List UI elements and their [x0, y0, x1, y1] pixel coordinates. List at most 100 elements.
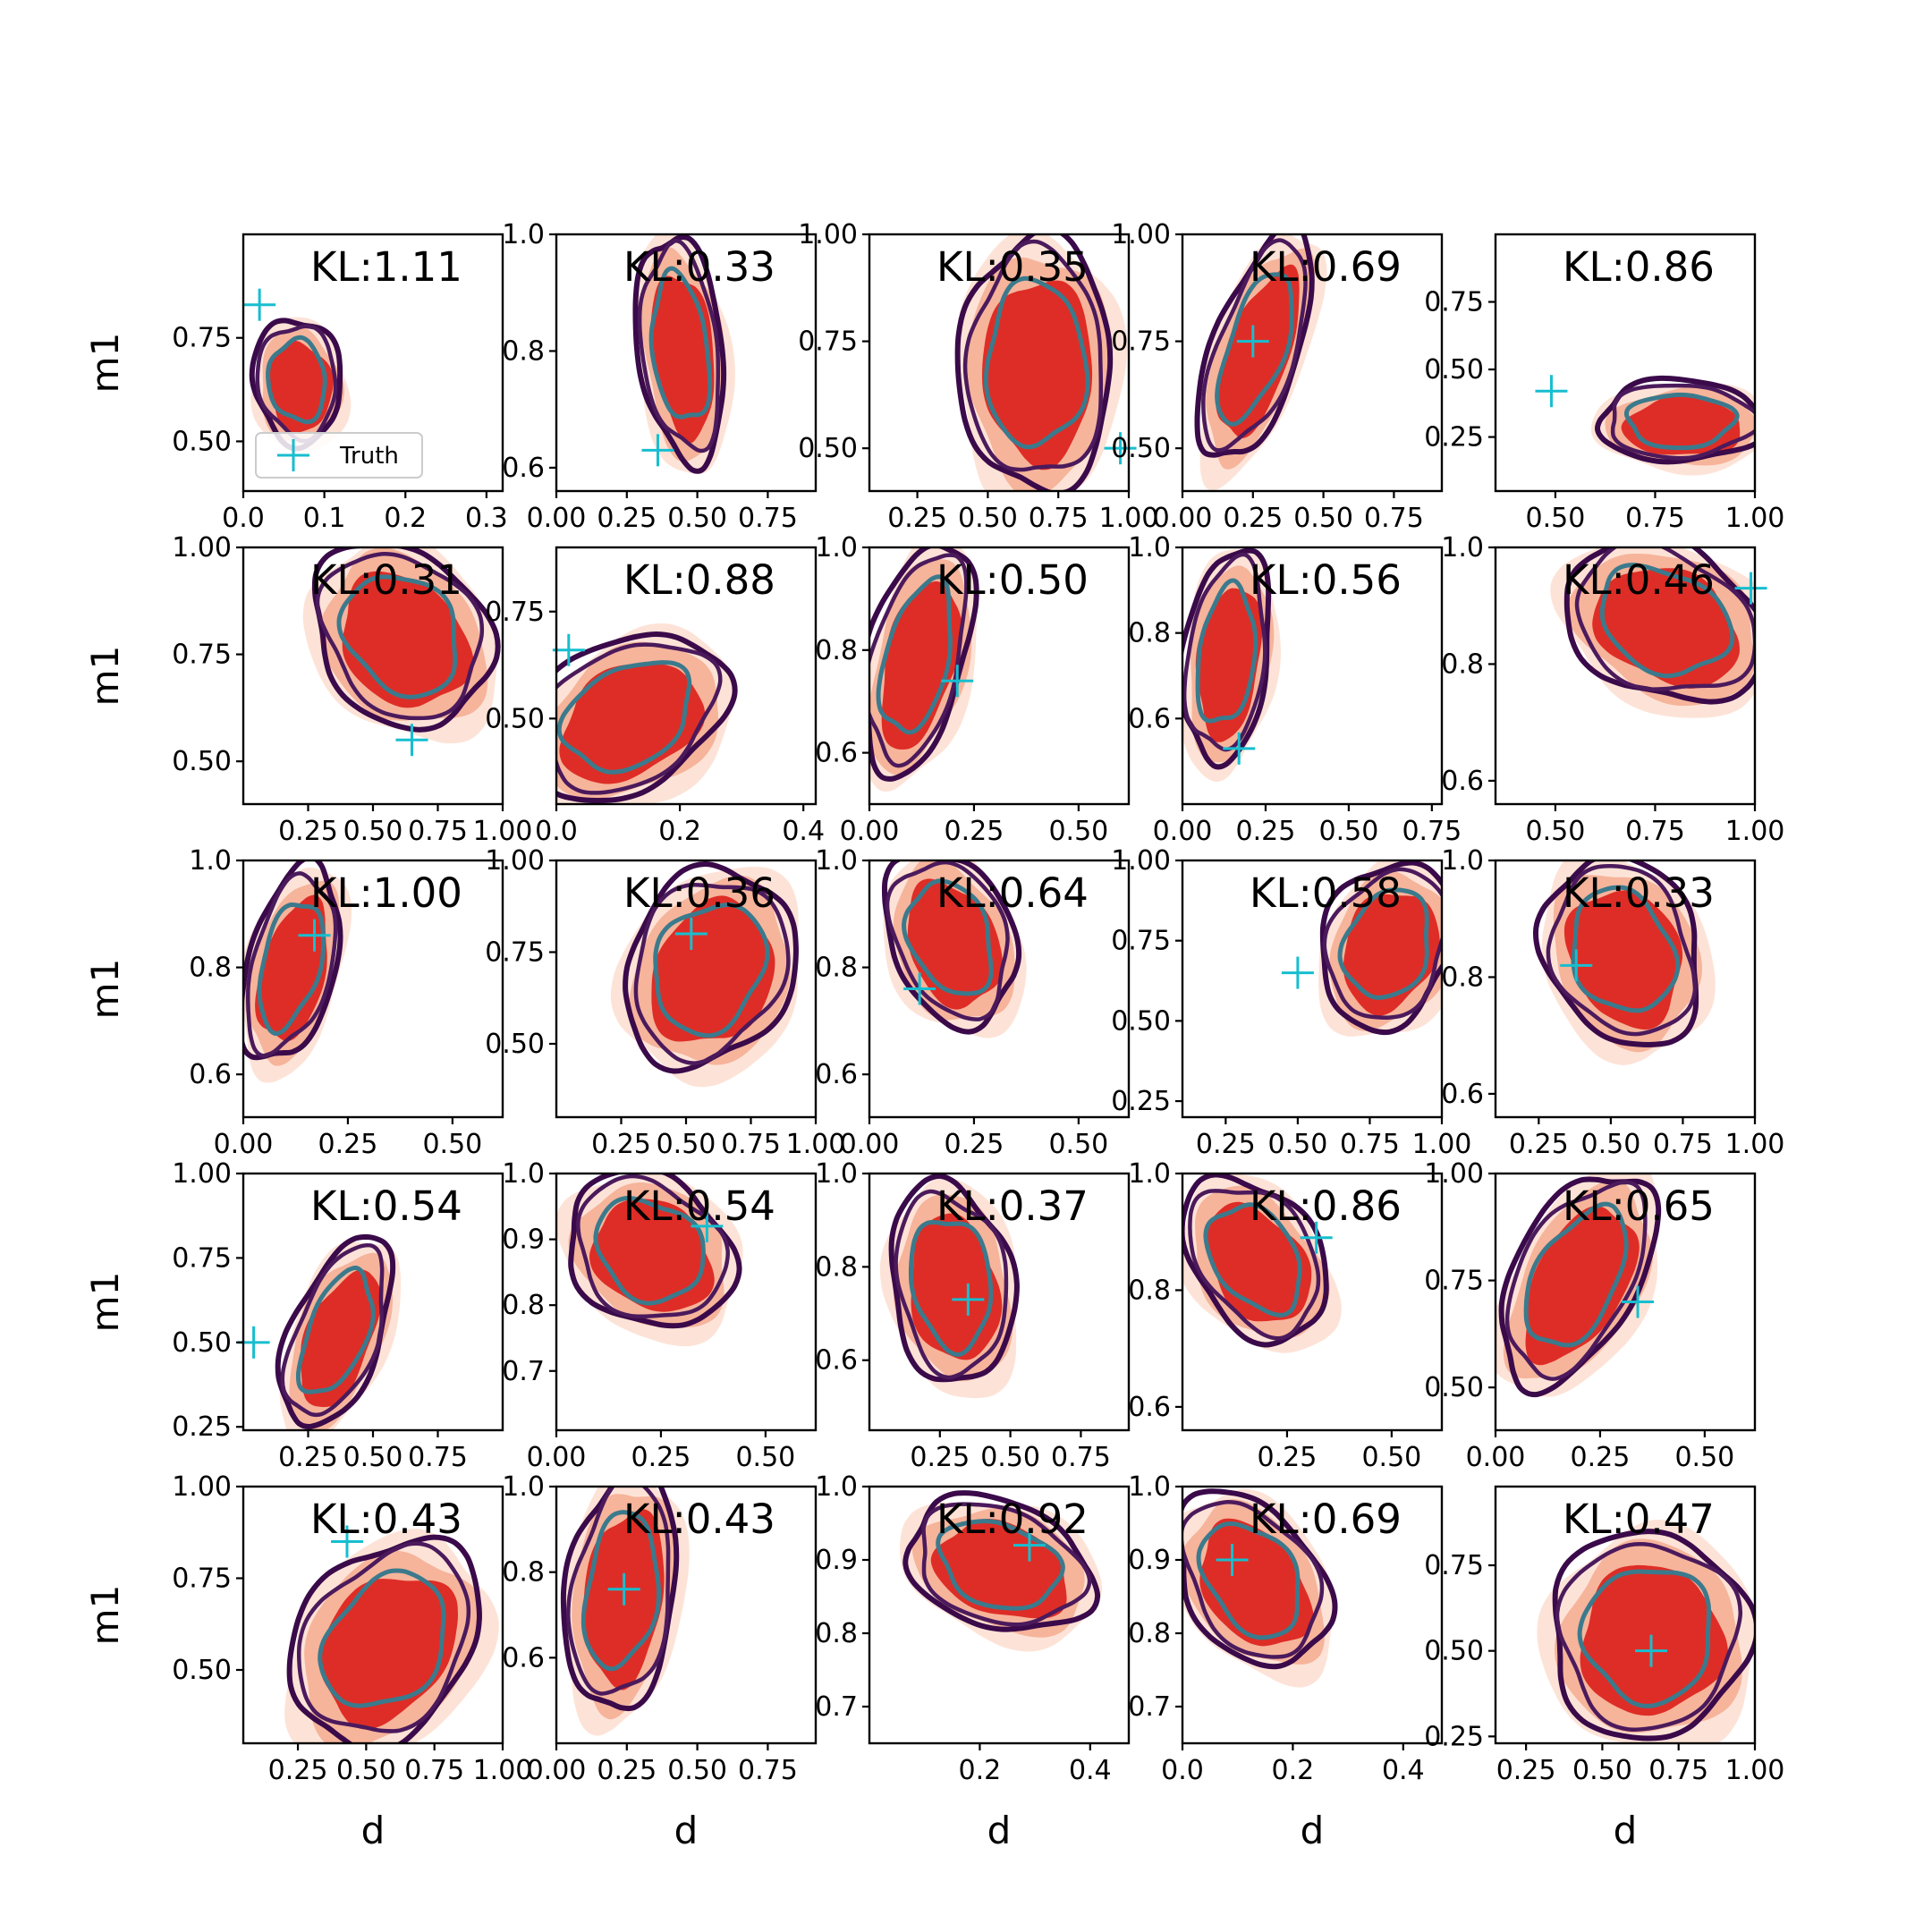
- y-tick-label: 1.00: [1111, 845, 1171, 877]
- axes-frame: [1494, 233, 1757, 493]
- truth-marker: [674, 918, 708, 950]
- y-axis-label: m1: [83, 1272, 127, 1333]
- x-tick-label: 0.50: [1318, 816, 1378, 847]
- x-axis-label: d: [987, 1809, 1012, 1852]
- x-tick-label: 0.50: [958, 503, 1018, 534]
- axes-frame: [242, 1485, 504, 1745]
- contour-line-inner: [936, 1519, 1065, 1611]
- subplot-17: 0.00 0.25 0.50 0.7 0.8 0.9 1.0 KL:0.54: [502, 1158, 818, 1473]
- x-tick-label: 0.00: [527, 1755, 587, 1786]
- subplot-14: 0.25 0.50 0.75 1.00 0.25 0.50 0.75 1.00 KL:0.58: [1111, 845, 1471, 1160]
- truth-marker: [331, 1525, 363, 1558]
- x-tick-label: 0.50: [336, 1755, 396, 1786]
- subplot-9: 0.00 0.25 0.50 0.75 0.6 0.8 1.0 KL:0.56: [1128, 532, 1462, 847]
- contour-line-mid: [637, 239, 721, 453]
- x-tick-label: 0.75: [1402, 816, 1462, 847]
- posterior-contours: [556, 623, 738, 804]
- x-tick-label: 1.00: [1725, 1129, 1785, 1160]
- x-tick-label: 0.50: [1572, 1755, 1632, 1786]
- contour-line-inner: [908, 1219, 994, 1358]
- axes-frame: [242, 859, 504, 1119]
- x-tick-label: 0.75: [1364, 503, 1424, 534]
- contour-line-inner: [318, 1568, 446, 1708]
- posterior-contours: [1591, 375, 1755, 476]
- y-tick-label: 0.6: [815, 1345, 858, 1377]
- contour-line-mid: [566, 1487, 671, 1696]
- y-tick-label: 0.75: [172, 323, 232, 354]
- kl-annotation: KL:0.37: [936, 1182, 1089, 1230]
- contour-line-inner: [1623, 392, 1740, 451]
- x-axis-label: d: [674, 1809, 699, 1852]
- kl-annotation: KL:0.35: [936, 243, 1089, 291]
- axes-frame: [868, 1485, 1131, 1745]
- truth-marker: [1104, 432, 1137, 465]
- contour-line-mid: [255, 324, 338, 444]
- y-tick-label: 0.9: [1128, 1545, 1171, 1576]
- x-tick-label: 0.0: [535, 816, 578, 847]
- subplot-3: 0.25 0.50 0.75 1.00 0.50 0.75 1.00 KL:0.35: [798, 219, 1158, 534]
- contour-line-inner: [1523, 1201, 1629, 1348]
- subplot-19: 0.25 0.50 0.6 0.8 1.0 KL:0.86: [1128, 1158, 1444, 1473]
- density-fill-inner: [318, 1579, 459, 1730]
- kl-annotation: KL:0.43: [623, 1496, 775, 1543]
- truth-marker: [1281, 956, 1314, 989]
- contour-line-outer: [632, 234, 727, 474]
- truth-marker: [607, 1572, 640, 1606]
- contour-line-inner: [295, 1265, 376, 1394]
- kl-annotation: KL:0.36: [623, 869, 775, 917]
- y-tick-label: 0.6: [502, 1642, 545, 1674]
- kl-annotation: KL:0.56: [1250, 556, 1402, 604]
- x-tick-label: 0.50: [667, 1755, 727, 1786]
- posterior-contours: [1537, 1520, 1755, 1743]
- axes-frame: [555, 546, 818, 806]
- x-tick-label: 0.50: [1293, 503, 1353, 534]
- subplot-25: 0.25 0.50 0.75 1.00 0.25 0.50 0.75 KL:0.47 d: [1424, 1485, 1784, 1852]
- y-tick-label: 1.0: [502, 1158, 545, 1190]
- y-tick-label: 0.50: [1111, 433, 1171, 464]
- y-tick-label: 0.6: [1128, 1392, 1171, 1423]
- y-tick-label: 0.7: [502, 1356, 545, 1387]
- kl-annotation: KL:0.50: [936, 556, 1089, 604]
- contour-line-inner: [1577, 1569, 1712, 1708]
- legend: Truth: [255, 432, 423, 479]
- posterior-contours: [900, 1490, 1103, 1652]
- x-tick-label: 0.25: [1223, 503, 1283, 534]
- truth-marker: [552, 633, 585, 666]
- x-tick-label: 0.75: [1051, 1442, 1111, 1473]
- y-tick-label: 0.8: [815, 635, 858, 666]
- y-tick-label: 0.6: [1441, 766, 1484, 797]
- density-fill-inner: [559, 664, 706, 784]
- y-tick-label: 0.50: [172, 746, 232, 777]
- y-tick-label: 0.75: [172, 1563, 232, 1595]
- x-tick-label: 0.75: [408, 1442, 468, 1473]
- posterior-contours: [302, 547, 501, 744]
- posterior-contours: [560, 1487, 690, 1736]
- density-fill-inner: [911, 1213, 1003, 1360]
- contour-line-outer: [902, 1490, 1101, 1632]
- contour-line-outer: [1595, 375, 1755, 465]
- contour-line-mid: [296, 1541, 471, 1733]
- contour-line-mid: [894, 1189, 1009, 1380]
- x-tick-label: 0.25: [318, 1129, 378, 1160]
- subplot-10: 0.50 0.75 1.00 0.6 0.8 1.0 KL:0.46: [1441, 532, 1784, 847]
- x-tick-label: 0.25: [910, 1442, 970, 1473]
- y-tick-label: 0.8: [502, 1290, 545, 1321]
- y-tick-label: 0.25: [1111, 1086, 1171, 1117]
- y-tick-label: 0.8: [1128, 1275, 1171, 1306]
- y-axis-label: m1: [83, 1585, 127, 1646]
- contour-line-mid: [1322, 867, 1442, 1020]
- y-tick-label: 0.50: [172, 1655, 232, 1686]
- axes-frame: [242, 233, 504, 493]
- y-axis-label: m1: [83, 959, 127, 1020]
- y-tick-label: 0.75: [1111, 326, 1171, 358]
- x-axis-label: d: [1614, 1809, 1638, 1852]
- posterior-contours: [610, 861, 799, 1088]
- legend-box: [255, 432, 423, 479]
- x-tick-label: 1.00: [473, 816, 533, 847]
- contour-line-inner: [580, 1510, 662, 1672]
- x-tick-label: 0.25: [1258, 1442, 1318, 1473]
- x-tick-label: 0.1: [303, 503, 346, 534]
- y-tick-label: 0.7: [815, 1691, 858, 1723]
- contour-line-mid: [1504, 1180, 1648, 1381]
